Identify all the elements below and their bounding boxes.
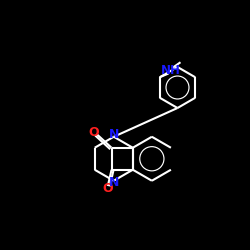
Text: O: O xyxy=(102,182,113,196)
Text: N: N xyxy=(108,128,119,141)
Text: NH: NH xyxy=(161,64,181,77)
Text: N: N xyxy=(108,176,119,188)
Text: O: O xyxy=(88,126,99,138)
